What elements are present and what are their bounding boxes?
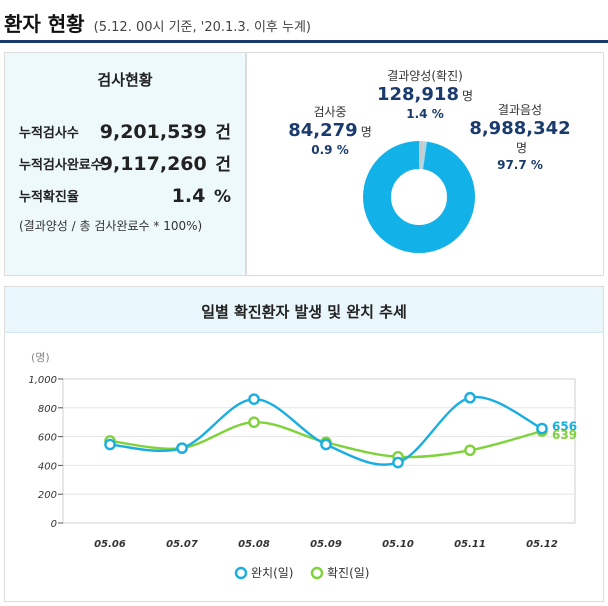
x-tick-label: 05.12 — [526, 539, 558, 550]
page-subtitle: (5.12. 00시 기준, '20.1.3. 이후 누계) — [93, 20, 312, 35]
end-value-label-released: 656 — [552, 420, 577, 434]
y-axis-label: (명) — [31, 351, 50, 364]
x-tick-label: 05.08 — [238, 539, 270, 550]
legend-label-confirmed: 확진(일) — [327, 566, 369, 580]
result-status-panel: 결과양성(확진) 128,918 명 1.4 % 검사중 84,279 명 0.9 … — [246, 52, 604, 276]
series-line-released — [109, 395, 543, 466]
data-point-confirmed — [464, 444, 476, 457]
stat-label: 누적검사완료수 — [19, 158, 103, 173]
test-status-panel: 검사현황 누적검사수 9,201,539 건 누적검사완료수 9,117,260… — [4, 52, 246, 276]
y-tick-label: 0 — [51, 519, 57, 530]
data-point-confirmed — [248, 416, 260, 428]
donut-slices — [363, 141, 475, 253]
data-point-released — [176, 442, 188, 454]
donut-label-testing: 검사중 84,279 명 0.9 % — [288, 105, 372, 157]
y-tick-label: 1,000 — [28, 375, 57, 386]
trend-line-chart: 0 200 400 600 800 1,000 (명) 05.06 05.07 05.08 05.0… — [28, 351, 577, 580]
legend-marker-confirmed — [310, 566, 324, 580]
donut-label-positive: 결과양성(확진) 128,918 명 1.4 % — [376, 69, 474, 121]
page-header: 환자 현황 (5.12. 00시 기준, '20.1.3. 이후 누계) — [4, 8, 311, 37]
data-point-released — [392, 456, 404, 469]
data-point-released — [536, 422, 548, 435]
header-rule — [0, 40, 608, 43]
donut-label-negative: 결과음성 8,988,342 명 97.7 % — [469, 103, 571, 172]
legend-label-released: 완치(일) — [251, 566, 293, 580]
stat-row-completed-tests: 누적검사완료수 9,117,260 건 — [19, 151, 231, 175]
x-tick-label: 05.09 — [310, 539, 342, 550]
y-tick-label: 600 — [38, 433, 57, 444]
x-tick-label: 05.10 — [382, 539, 414, 550]
positive-rate-note: (결과양성 / 총 검사완료수 * 100%) — [19, 219, 203, 233]
legend-marker-released — [234, 566, 248, 580]
stat-value: 1.4 % — [171, 185, 231, 207]
x-tick-label: 05.07 — [166, 539, 198, 550]
plot-area — [62, 378, 576, 524]
end-value-label-confirmed: 639 — [552, 428, 577, 442]
stat-label: 누적확진율 — [19, 190, 79, 205]
stat-label: 누적검사수 — [19, 126, 79, 141]
data-point-released — [104, 438, 116, 451]
test-status-title: 검사현황 — [97, 71, 153, 89]
trend-chart-title: 일별 확진환자 발생 및 완치 추세 — [201, 303, 407, 321]
stat-value: 9,117,260 건 — [99, 153, 231, 175]
stat-row-positive-rate: 누적확진율 1.4 % — [19, 183, 231, 207]
data-point-released — [248, 393, 260, 405]
y-tick-label: 200 — [38, 490, 57, 501]
y-tick-label: 400 — [38, 461, 57, 472]
y-tick-label: 800 — [38, 404, 57, 415]
trend-chart-panel: 일별 확진환자 발생 및 완치 추세 0 200 400 600 800 1,000 (명)… — [4, 286, 604, 602]
x-tick-label: 05.11 — [454, 539, 486, 550]
data-point-released — [464, 391, 476, 404]
stat-value: 9,201,539 건 — [99, 121, 231, 143]
page-title: 환자 현황 — [4, 12, 85, 36]
x-tick-label: 05.06 — [94, 539, 126, 550]
result-donut-chart — [363, 141, 475, 253]
trend-chart-header: 일별 확진환자 발생 및 완치 추세 — [5, 287, 603, 333]
donut-slice-negative — [363, 141, 475, 253]
stat-row-total-tests: 누적검사수 9,201,539 건 — [19, 119, 231, 143]
data-point-released — [320, 438, 332, 451]
